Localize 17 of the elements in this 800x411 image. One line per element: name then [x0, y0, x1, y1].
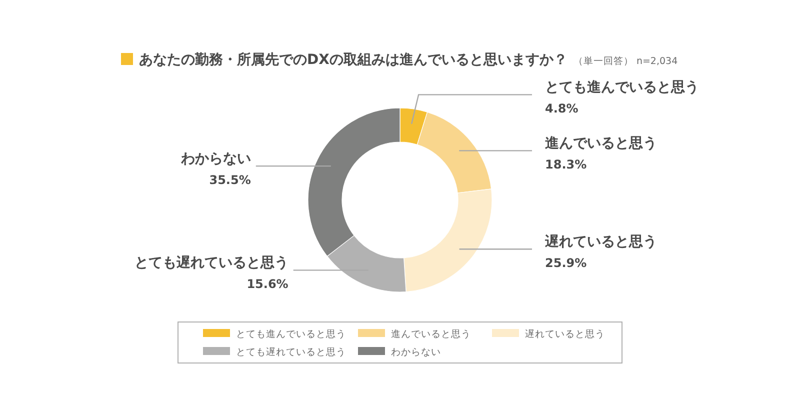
slice-label: 遅れていると思う [544, 234, 657, 250]
data-label: 25.9% [545, 256, 587, 270]
legend-label: 進んでいると思う [391, 328, 471, 340]
legend-label: 遅れていると思う [525, 328, 605, 340]
data-label: 18.3% [545, 158, 587, 172]
slice-label: わからない [180, 151, 251, 168]
slice-label: とても進んでいると思う [545, 80, 699, 96]
chart-title: あなたの勤務・所属先でのDXの取組みは進んでいると思いますか？ [139, 52, 568, 68]
legend-label: わからない [391, 347, 441, 358]
data-label: 15.6% [246, 277, 288, 292]
data-label: 4.8% [545, 102, 578, 116]
legend-label: とても遅れていると思う [236, 346, 346, 358]
slice-label: 進んでいると思う [544, 136, 657, 152]
chart-subtitle: （単一回答） n=2,034 [573, 55, 678, 67]
data-label: 35.5% [209, 173, 251, 188]
legend-label: とても進んでいると思う [236, 328, 346, 340]
slice-label: とても遅れていると思う [134, 255, 288, 272]
